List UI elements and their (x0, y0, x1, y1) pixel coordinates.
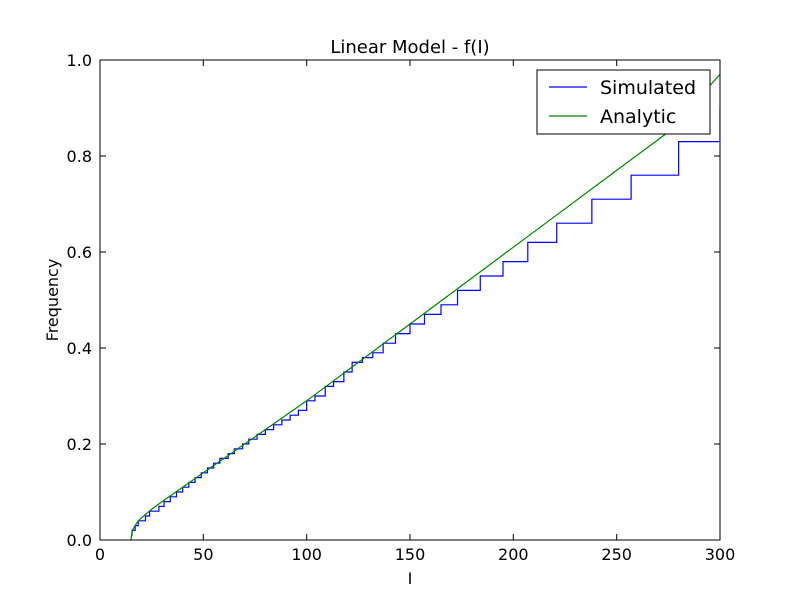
x-axis-label: I (408, 569, 413, 588)
y-tick-label: 0.8 (67, 147, 92, 166)
y-axis-label: Frequency (43, 259, 62, 342)
legend-label-simulated: Simulated (600, 77, 696, 99)
legend-box (536, 69, 711, 135)
axes: 0 50 100 150 200 250 300 0.0 0.2 0.4 0.6 0.8 1.0 (67, 51, 736, 564)
plot-area (130, 73, 720, 540)
x-tick-label: 100 (291, 545, 322, 564)
x-tick-label: 200 (498, 545, 529, 564)
series-line-analytic (130, 73, 720, 540)
x-tick-label: 300 (705, 545, 736, 564)
y-tick-label: 0.0 (67, 531, 92, 550)
series-line-simulated (131, 108, 720, 536)
y-tick-label: 0.6 (67, 243, 92, 262)
x-tick-label: 0 (95, 545, 105, 564)
legend-label-analytic: Analytic (600, 106, 676, 128)
x-tick-label: 150 (395, 545, 426, 564)
x-tick-label: 250 (601, 545, 632, 564)
y-tick-label: 0.2 (67, 435, 92, 454)
y-tick-label: 0.4 (67, 339, 92, 358)
x-tick-label: 50 (193, 545, 213, 564)
legend: Simulated Analytic (536, 69, 711, 135)
chart-title: Linear Model - f(I) (330, 37, 489, 58)
y-tick-label: 1.0 (67, 51, 92, 70)
